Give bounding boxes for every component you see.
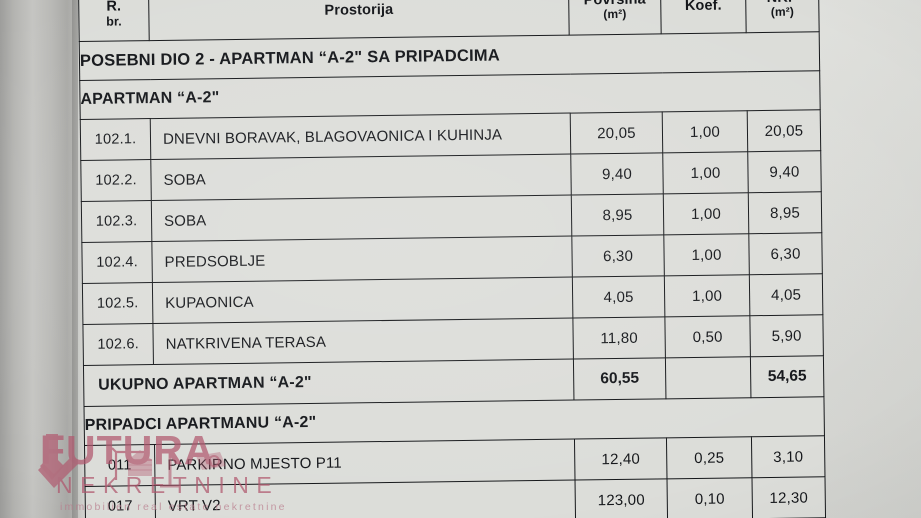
cell-name: PARKIRNO MJESTO P11 [154, 439, 576, 486]
column-header-prostorija: Prostorija [148, 0, 570, 41]
cell-rbr: 011 [84, 444, 156, 487]
cell-nkp: 12,30 [751, 476, 826, 518]
column-header-prostorija-label: Prostorija [324, 1, 394, 19]
cell-povrsina: 12,40 [574, 437, 668, 481]
cell-nkp: 5,90 [749, 314, 824, 357]
cell-rbr: 102.5. [82, 282, 153, 325]
page-left-edge-shadow [0, 0, 88, 518]
column-header-povrsina: Površina (m²) [568, 0, 662, 36]
cell-name: SOBA [151, 195, 572, 242]
cell-koef: 0,25 [666, 436, 752, 479]
cell-povrsina: 9,40 [570, 152, 664, 196]
cell-rbr: 017 [85, 485, 156, 518]
cell-rbr: 102.3. [81, 200, 152, 243]
cell-povrsina: 11,80 [572, 316, 666, 360]
column-header-nkp: NKP (m²) [745, 0, 820, 33]
cell-koef: 0,10 [667, 477, 753, 518]
cell-nkp: 8,95 [748, 191, 822, 234]
cell-name: VRT V2 [155, 480, 576, 518]
cell-rbr: 102.2. [80, 159, 152, 202]
cell-nkp: 3,10 [751, 435, 825, 478]
cell-name: PREDSOBLJE [151, 236, 573, 283]
cell-nkp: 9,40 [747, 150, 822, 193]
cell-name: NATKRIVENA TERASA [152, 318, 574, 365]
cell-povrsina: 8,95 [571, 193, 664, 237]
cell-povrsina: 123,00 [575, 478, 668, 518]
column-header-rbr-line1: R. [106, 0, 122, 15]
cell-name: DNEVNI BORAVAK, BLAGOVAONICA I KUHINJA [150, 113, 571, 160]
column-header-rbr: R. br. [78, 0, 150, 42]
column-header-nkp-unit: (m²) [770, 5, 795, 20]
cell-koef: 1,00 [664, 274, 750, 317]
cell-nkp: 20,05 [747, 109, 821, 152]
cell-povrsina: 4,05 [572, 275, 665, 319]
cell-nkp: 4,05 [749, 273, 823, 316]
total-nkp: 54,65 [750, 355, 824, 398]
cell-koef: 1,00 [663, 192, 749, 235]
total-label: UKUPNO APARTMAN “A-2" [83, 359, 574, 407]
cell-povrsina: 6,30 [571, 234, 665, 278]
total-povrsina: 60,55 [573, 357, 666, 401]
area-schedule-table: R. br. Prostorija Površina (m²) Koef. NK [78, 0, 827, 518]
cell-povrsina: 20,05 [570, 111, 663, 155]
column-header-koef: Koef. [660, 0, 747, 34]
column-header-povrsina-unit: (m²) [603, 7, 627, 22]
cell-name: KUPAONICA [152, 277, 573, 324]
cell-rbr: 102.1. [80, 118, 151, 161]
total-koef [665, 356, 751, 399]
cell-koef: 1,00 [663, 233, 750, 276]
cell-koef: 1,00 [662, 151, 749, 194]
cell-nkp: 6,30 [748, 232, 823, 275]
cell-rbr: 102.4. [81, 241, 153, 284]
cell-rbr: 102.6. [82, 323, 154, 366]
cell-name: SOBA [150, 154, 572, 201]
column-header-koef-label: Koef. [684, 0, 722, 14]
cell-koef: 1,00 [662, 110, 748, 153]
column-header-rbr-line2: br. [106, 14, 122, 29]
area-schedule-table-wrapper: R. br. Prostorija Površina (m²) Koef. NK [78, 0, 827, 518]
cell-koef: 0,50 [664, 315, 751, 358]
